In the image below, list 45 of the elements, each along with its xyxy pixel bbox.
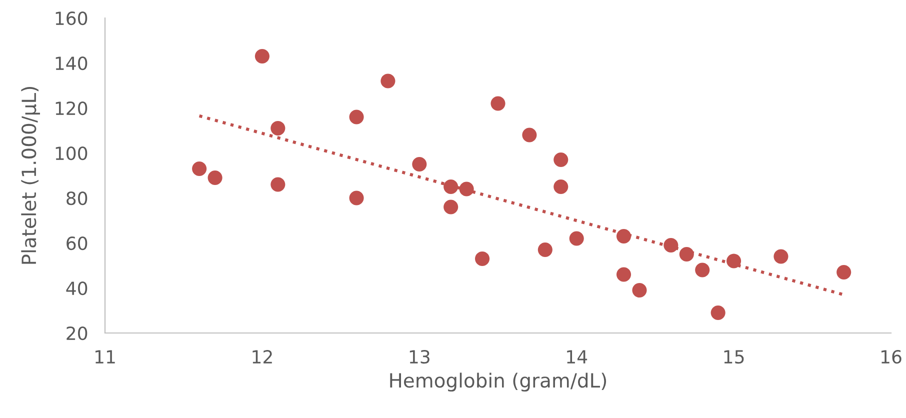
y-tick-label: 100 [56,146,88,160]
x-tick-label: 15 [724,350,744,364]
y-tick-label: 20 [66,326,88,340]
x-tick-label: 16 [881,350,902,364]
point [192,161,207,176]
point [254,48,270,64]
y-tick-label: 120 [56,101,88,116]
y-axis-title: Platelet (1.000/µL) [21,86,40,264]
point [616,267,632,282]
point [664,238,678,253]
point [208,170,222,186]
point [538,242,552,258]
point [836,264,852,280]
point [695,262,710,278]
point [412,156,427,172]
point [459,182,474,196]
point [349,110,364,124]
point [270,120,286,136]
point [710,305,726,320]
y-tick-label: 140 [56,56,88,70]
point [616,228,632,244]
point [490,96,506,111]
y-tick-label: 160 [56,11,88,26]
y-tick-label: 80 [66,191,88,206]
x-tick-label: 13 [410,350,430,364]
point [726,254,742,268]
point [270,177,286,192]
y-tick-label: 60 [66,236,88,250]
point [774,249,788,264]
x-tick-label: 14 [567,350,588,364]
x-axis-title: Hemoglobin (gram/dL) [390,372,606,392]
point [474,251,490,266]
point [679,246,694,262]
point [632,282,647,298]
point [444,200,458,214]
x-tick-label: 12 [252,350,272,364]
point [554,152,568,168]
y-tick-label: 40 [66,281,88,296]
point [554,179,568,194]
x-tick-label: 11 [95,350,115,364]
point [522,128,537,142]
point [349,190,364,206]
point [569,231,584,246]
point [444,179,458,194]
point [380,74,396,88]
